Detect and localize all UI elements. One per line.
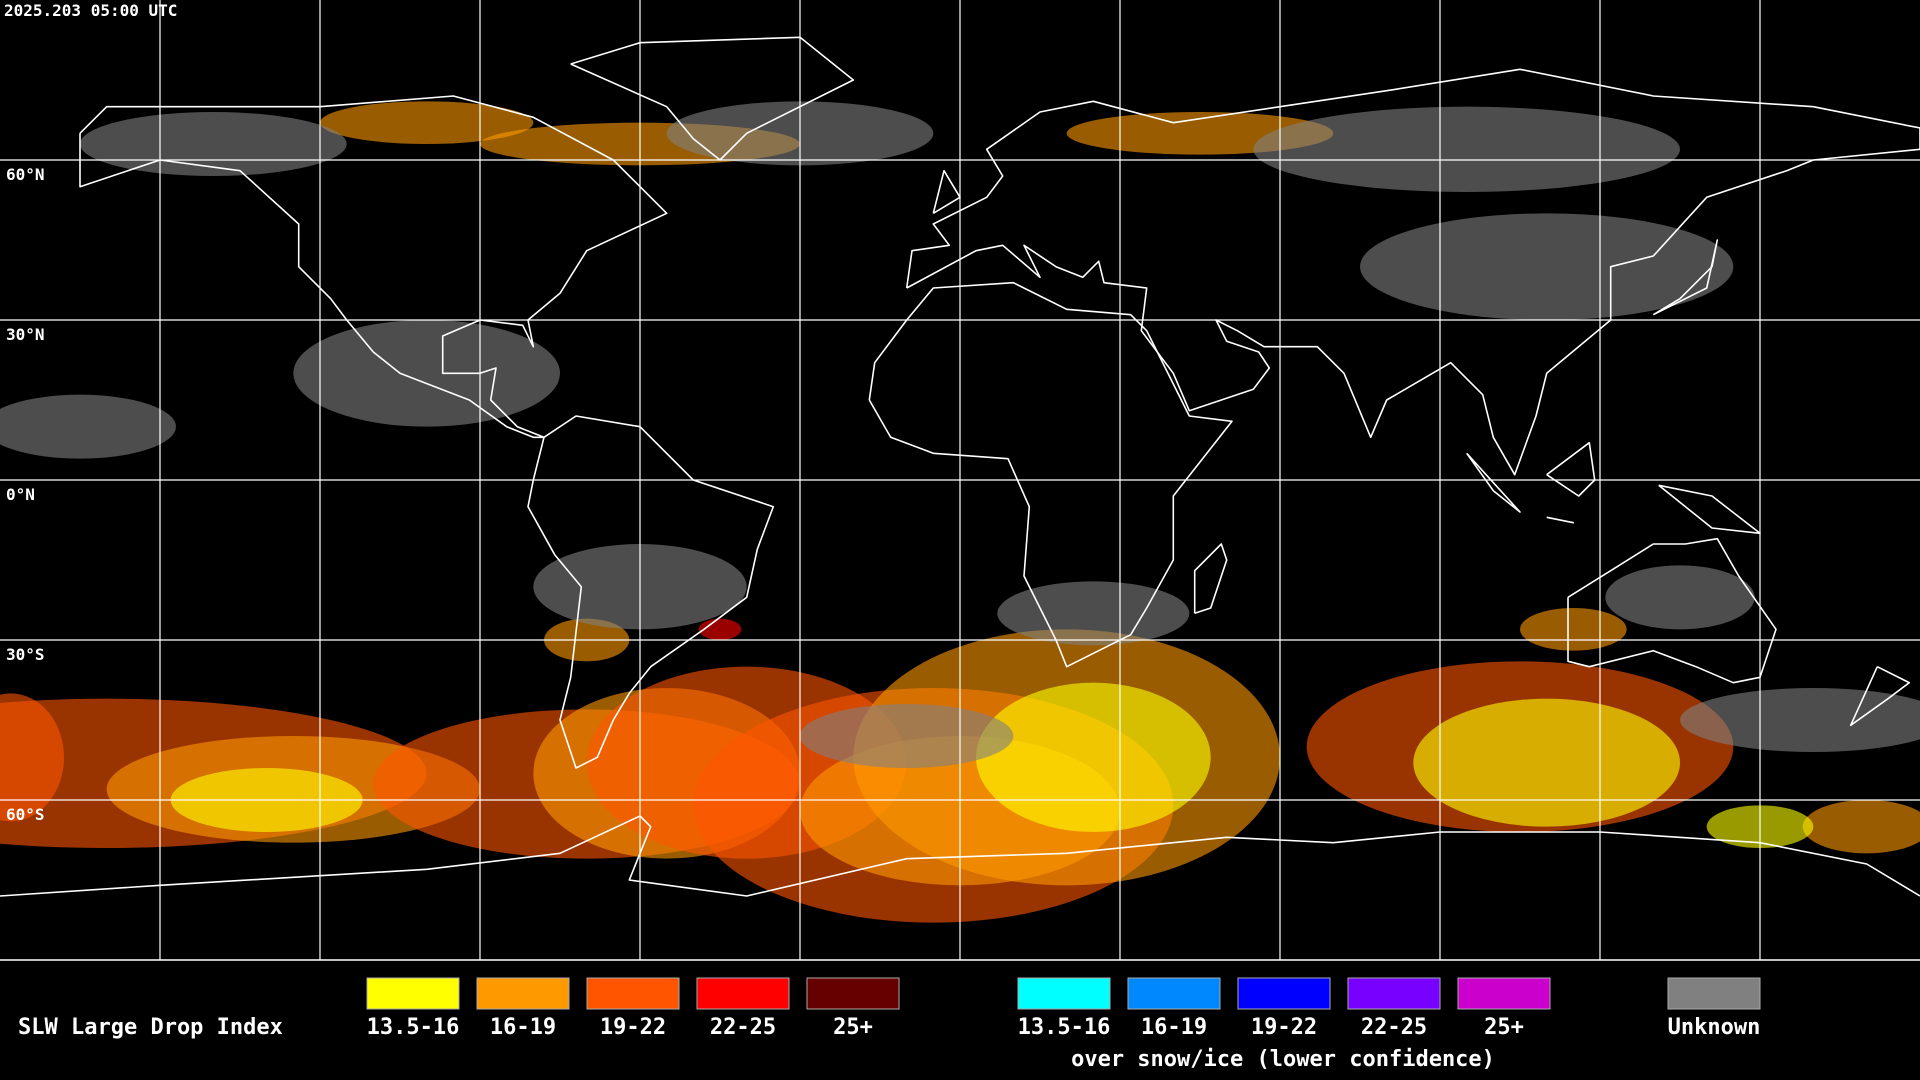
legend-label: 13.5-16: [1018, 1015, 1111, 1040]
latitude-label: 30°S: [6, 645, 45, 664]
cloud-area: [976, 682, 1211, 832]
legend-label: 22-25: [710, 1015, 776, 1040]
legend-swatch: [586, 977, 680, 1010]
legend-swatch: [1347, 977, 1441, 1010]
legend-swatch: [1127, 977, 1221, 1010]
legend-swatch: [806, 977, 900, 1010]
latitude-label: 0°N: [6, 485, 35, 504]
cloud-area: [320, 101, 534, 144]
cloud-area: [1413, 698, 1680, 827]
coastline: [0, 815, 1920, 897]
coastline: [79, 95, 668, 439]
legend-swatch: [1457, 977, 1551, 1010]
latitude-label: 30°N: [6, 325, 45, 344]
snow-ice-caption: over snow/ice (lower confidence): [1071, 1047, 1495, 1072]
legend-swatch: [1017, 977, 1111, 1010]
cloud-area: [997, 581, 1190, 646]
cloud-area: [0, 394, 176, 459]
cloud-area: [1802, 800, 1920, 854]
legend-label: 13.5-16: [367, 1015, 460, 1040]
coastline: [570, 36, 855, 161]
legend-swatch: [1237, 977, 1331, 1010]
coastline: [1193, 543, 1228, 615]
cloud-area: [293, 320, 560, 427]
cloud-area: [800, 704, 1014, 768]
latitude-label: 60°S: [6, 805, 45, 824]
legend: SLW Large Drop Index over snow/ice (lowe…: [18, 977, 1761, 1072]
coastline: [1652, 239, 1719, 316]
cloud-area: [0, 693, 64, 822]
timestamp: 2025.203 05:00 UTC: [4, 1, 177, 20]
legend-label: 25+: [1484, 1015, 1524, 1040]
coastline: [527, 415, 775, 769]
legend-label: 19-22: [1251, 1015, 1317, 1040]
legend-label: 19-22: [600, 1015, 666, 1040]
coastline: [1466, 452, 1521, 513]
legend-swatch: [696, 977, 790, 1010]
coastline: [1546, 516, 1575, 524]
coastline: [1849, 665, 1911, 727]
map: 60°N 30°N 0°N 30°S 60°S: [0, 0, 1920, 960]
cloud-area: [1520, 608, 1627, 651]
legend-swatch: [366, 977, 460, 1010]
legend-label: 16-19: [1141, 1015, 1207, 1040]
legend-swatch: [476, 977, 570, 1010]
legend-title: SLW Large Drop Index: [18, 1015, 283, 1040]
legend-label: 22-25: [1361, 1015, 1427, 1040]
legend-label: 25+: [833, 1015, 873, 1040]
legend-label: Unknown: [1668, 1015, 1761, 1040]
coastline: [868, 281, 1233, 668]
cloud-area: [698, 618, 742, 640]
coastline: [932, 169, 961, 214]
coastline: [905, 68, 1920, 476]
legend-swatch: [1667, 977, 1761, 1010]
cloud-area: [1253, 106, 1680, 192]
cloud-area: [1360, 213, 1734, 320]
legend-label: 16-19: [490, 1015, 556, 1040]
latitude-label: 60°N: [6, 165, 45, 184]
cloud-area: [1605, 565, 1755, 630]
